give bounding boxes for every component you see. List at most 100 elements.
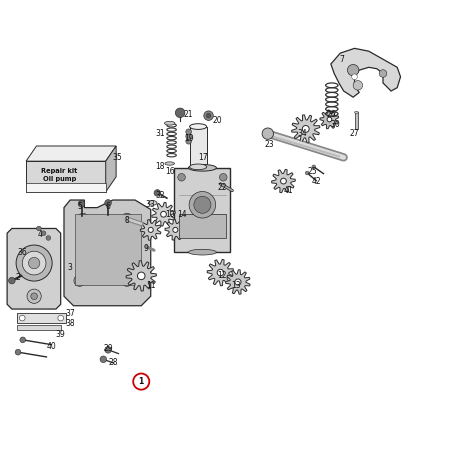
Circle shape: [379, 70, 387, 77]
Text: 9: 9: [144, 245, 148, 253]
Text: 37: 37: [65, 310, 75, 318]
Text: 28: 28: [108, 358, 118, 367]
Text: 32: 32: [155, 191, 165, 200]
Circle shape: [154, 190, 161, 196]
Circle shape: [175, 108, 185, 118]
Circle shape: [36, 226, 41, 231]
Bar: [355, 112, 358, 129]
Bar: [17, 313, 66, 323]
Circle shape: [22, 251, 46, 275]
Circle shape: [9, 277, 15, 284]
Circle shape: [105, 200, 111, 206]
Circle shape: [178, 173, 185, 181]
Text: 13: 13: [231, 281, 241, 290]
Circle shape: [20, 337, 26, 343]
Circle shape: [312, 165, 316, 169]
Circle shape: [161, 211, 166, 217]
Ellipse shape: [190, 164, 207, 170]
Polygon shape: [331, 48, 401, 97]
Circle shape: [302, 126, 309, 132]
Bar: [17, 325, 62, 330]
Circle shape: [137, 272, 145, 280]
Text: 20: 20: [212, 117, 222, 125]
Polygon shape: [207, 259, 234, 286]
Circle shape: [186, 129, 191, 135]
Text: 25: 25: [307, 167, 317, 176]
Text: 1: 1: [138, 377, 144, 386]
Circle shape: [327, 117, 332, 122]
Circle shape: [186, 138, 191, 144]
Text: 34: 34: [298, 129, 307, 138]
Circle shape: [19, 315, 25, 321]
Circle shape: [100, 356, 107, 363]
Ellipse shape: [190, 124, 207, 129]
Text: 38: 38: [65, 319, 75, 328]
Circle shape: [16, 245, 52, 281]
Circle shape: [353, 81, 363, 90]
Text: Repair kit: Repair kit: [41, 168, 78, 174]
Ellipse shape: [148, 201, 157, 205]
Polygon shape: [106, 146, 116, 192]
Circle shape: [148, 228, 153, 232]
Circle shape: [78, 201, 85, 207]
Polygon shape: [140, 219, 161, 240]
Circle shape: [235, 279, 241, 285]
Circle shape: [41, 231, 46, 236]
Text: 42: 42: [312, 177, 321, 185]
Circle shape: [173, 228, 178, 232]
Ellipse shape: [165, 162, 174, 165]
Text: 31: 31: [155, 129, 165, 138]
Text: 26: 26: [326, 110, 336, 119]
Ellipse shape: [188, 249, 216, 255]
Circle shape: [15, 349, 21, 355]
Text: 33: 33: [146, 201, 155, 209]
Text: 4: 4: [38, 230, 43, 239]
Ellipse shape: [188, 164, 216, 171]
Circle shape: [281, 178, 286, 184]
Circle shape: [58, 315, 64, 321]
Polygon shape: [26, 161, 106, 192]
Polygon shape: [226, 270, 250, 294]
Circle shape: [31, 293, 37, 300]
Circle shape: [262, 128, 273, 139]
Polygon shape: [292, 115, 320, 143]
Text: 36: 36: [18, 248, 27, 256]
Polygon shape: [272, 169, 295, 193]
Text: 29: 29: [103, 344, 113, 353]
Circle shape: [206, 113, 211, 118]
Circle shape: [217, 269, 224, 276]
Text: 27: 27: [350, 129, 359, 138]
Text: 17: 17: [198, 153, 208, 162]
Text: 7: 7: [339, 55, 344, 64]
Text: 18: 18: [155, 163, 165, 171]
Polygon shape: [26, 183, 106, 192]
Text: 40: 40: [46, 343, 56, 351]
Text: 35: 35: [113, 153, 122, 162]
Circle shape: [121, 213, 133, 225]
Text: 41: 41: [283, 186, 293, 195]
Text: 22: 22: [217, 183, 227, 191]
Text: 10: 10: [165, 210, 174, 219]
Circle shape: [186, 134, 191, 139]
Circle shape: [347, 64, 359, 76]
Circle shape: [305, 171, 309, 175]
Ellipse shape: [355, 111, 358, 113]
Text: 11: 11: [146, 281, 155, 290]
Polygon shape: [152, 202, 175, 226]
Polygon shape: [165, 219, 186, 240]
Ellipse shape: [164, 121, 175, 125]
Text: 2: 2: [16, 273, 20, 282]
Text: 5: 5: [77, 202, 82, 210]
Text: 30: 30: [331, 120, 340, 128]
Text: 12: 12: [217, 272, 227, 280]
Circle shape: [352, 74, 357, 80]
Text: 16: 16: [165, 167, 174, 176]
Polygon shape: [75, 214, 141, 285]
Text: 3: 3: [68, 264, 73, 272]
Circle shape: [189, 191, 216, 218]
Polygon shape: [126, 261, 156, 291]
Circle shape: [194, 196, 211, 213]
Polygon shape: [64, 200, 151, 306]
Circle shape: [28, 257, 40, 269]
Polygon shape: [7, 228, 61, 309]
